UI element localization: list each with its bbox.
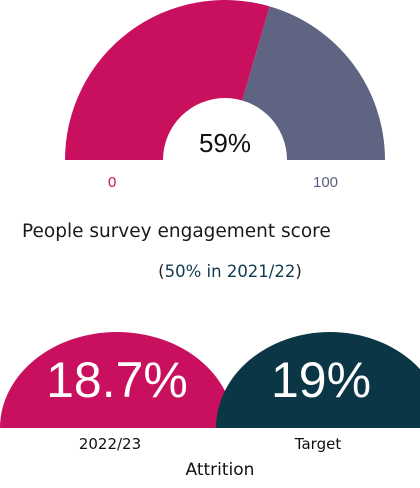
attrition-target-dome — [216, 332, 420, 428]
subtitle-open-paren: ( — [158, 262, 165, 281]
gauge-subtitle: (50% in 2021/22) — [120, 262, 340, 281]
attrition-title: Attrition — [185, 460, 255, 480]
gauge-title: People survey engagement score — [22, 221, 331, 242]
attrition-actual-value: 18.7% — [46, 352, 188, 408]
gauge-inner-hole — [163, 98, 287, 195]
attrition-target-value: 19% — [270, 352, 372, 408]
attrition-target-label: Target — [294, 435, 342, 453]
attrition-actual-label: 2022/23 — [78, 435, 142, 453]
engagement-gauge — [65, 0, 385, 195]
gauge-min-label: 0 — [108, 174, 117, 191]
subtitle-text: 50% in 2021/22 — [164, 262, 296, 281]
attrition-actual-dome — [0, 332, 234, 428]
gauge-max-label: 100 — [313, 174, 339, 191]
gauge-value-label: 59% — [198, 128, 252, 158]
subtitle-close-paren: ) — [295, 262, 302, 281]
attrition-chart — [0, 332, 420, 428]
